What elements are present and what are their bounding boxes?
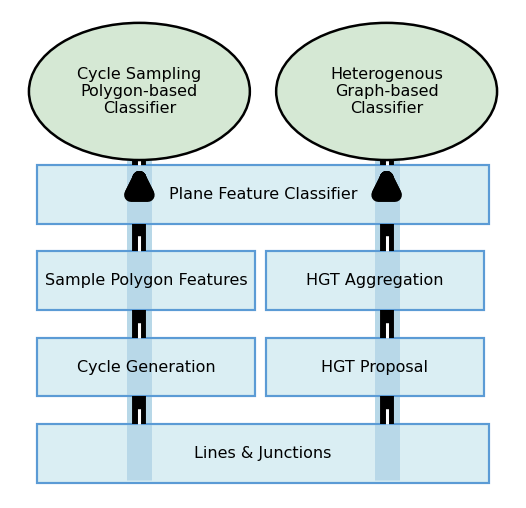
- FancyBboxPatch shape: [37, 165, 489, 224]
- Ellipse shape: [276, 23, 497, 160]
- Text: Lines & Junctions: Lines & Junctions: [194, 446, 332, 461]
- FancyBboxPatch shape: [37, 338, 255, 396]
- FancyBboxPatch shape: [266, 338, 484, 396]
- FancyBboxPatch shape: [37, 424, 489, 483]
- Text: Cycle Generation: Cycle Generation: [77, 360, 215, 374]
- Ellipse shape: [29, 23, 250, 160]
- Text: Heterogenous
Graph-based
Classifier: Heterogenous Graph-based Classifier: [330, 67, 443, 116]
- Text: HGT Proposal: HGT Proposal: [321, 360, 428, 374]
- Text: HGT Aggregation: HGT Aggregation: [306, 273, 443, 288]
- FancyBboxPatch shape: [37, 251, 255, 310]
- Text: Plane Feature Classifier: Plane Feature Classifier: [169, 187, 357, 202]
- Text: Sample Polygon Features: Sample Polygon Features: [45, 273, 247, 288]
- FancyBboxPatch shape: [266, 251, 484, 310]
- Text: Cycle Sampling
Polygon-based
Classifier: Cycle Sampling Polygon-based Classifier: [77, 67, 201, 116]
